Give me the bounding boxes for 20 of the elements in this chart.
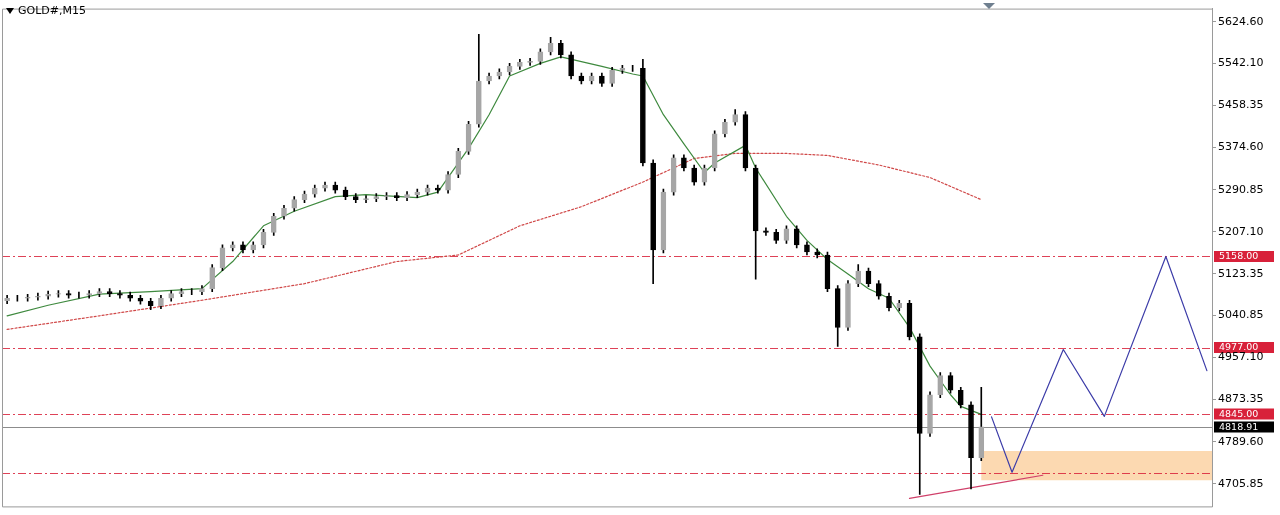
- candlestick: [35, 292, 41, 301]
- y-tick-label: 5040.85: [1218, 308, 1264, 322]
- y-tick-label: 5123.35: [1218, 266, 1264, 280]
- y-tick-label: 4705.85: [1218, 476, 1264, 490]
- y-tick-label: 5624.60: [1218, 14, 1264, 28]
- y-tick-label: 4957.10: [1218, 350, 1264, 364]
- ref-line-label: 4818.91: [1219, 420, 1259, 432]
- ref-line-label: 4977.00: [1219, 341, 1259, 353]
- y-tick-label: 5374.60: [1218, 140, 1264, 154]
- y-tick-label: 5542.10: [1218, 56, 1264, 70]
- y-tick-label: 5290.85: [1218, 182, 1264, 196]
- y-tick-label: 4873.35: [1218, 392, 1264, 406]
- ref-line-label: 5158.00: [1219, 250, 1259, 262]
- candlestick: [363, 195, 369, 204]
- ref-line-label: 4845.00: [1219, 407, 1259, 419]
- y-tick-label: 4789.60: [1218, 434, 1264, 448]
- y-tick-label: 5207.10: [1218, 224, 1264, 238]
- chart-title: GOLD#,M15: [18, 4, 86, 17]
- line-series: [6, 152, 982, 330]
- y-tick-label: 5458.35: [1218, 98, 1264, 112]
